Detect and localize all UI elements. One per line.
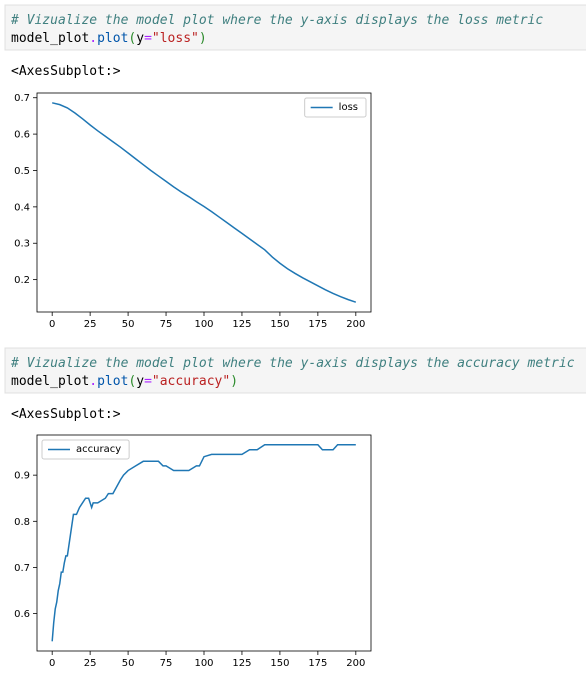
legend-box [304,97,367,118]
y-tick-label: 0.3 [14,239,30,250]
code-token: plot [97,374,128,389]
x-tick-label: 25 [84,319,97,330]
code-token: model_plot [11,31,89,46]
x-tick-label: 0 [49,319,55,330]
y-tick-label: 0.5 [14,166,30,177]
legend: accuracy [41,439,130,460]
code-token: ) [230,374,238,389]
code-cell [4,4,586,51]
code-token: . [89,374,97,389]
x-tick-label: 150 [270,658,289,669]
code-comment: # Vizualize the model plot where the y-a… [10,356,575,371]
line-series [52,102,357,303]
y-tick-label: 0.6 [14,609,30,620]
cell-output: <AxesSubplot:> [11,407,121,422]
code-token: ) [199,31,207,46]
code-token: ( [128,31,136,46]
x-tick-label: 200 [346,658,365,669]
code-cell [4,347,586,394]
x-tick-label: 75 [160,658,173,669]
x-tick-label: 0 [49,658,55,669]
code-token: model_plot [11,374,89,389]
y-tick-label: 0.8 [14,517,30,528]
y-tick-label: 0.7 [14,563,30,574]
x-tick-label: 150 [270,319,289,330]
x-tick-label: 50 [122,319,135,330]
x-tick-label: 100 [194,319,213,330]
y-tick-label: 0.6 [14,130,30,141]
code-comment: # Vizualize the model plot where the y-a… [10,13,543,28]
x-tick-label: 100 [194,658,213,669]
legend-box [41,439,130,460]
plot-area [36,434,372,652]
x-tick-label: 175 [308,658,327,669]
x-tick-label: 50 [122,658,135,669]
legend-label: loss [339,102,358,113]
code-token: = [144,374,152,389]
y-tick-label: 0.2 [14,275,30,286]
legend: loss [304,97,367,118]
cell-output: <AxesSubplot:> [11,64,121,79]
legend-label: accuracy [76,444,121,455]
y-tick-label: 0.4 [14,202,30,213]
code-token: y [136,374,144,389]
code-token: . [89,31,97,46]
y-tick-label: 0.9 [14,471,30,482]
x-tick-label: 200 [346,319,365,330]
x-tick-label: 125 [232,319,251,330]
code-line: model_plot.plot(y="accuracy") [11,374,238,389]
code-token: y [136,31,144,46]
x-tick-label: 25 [84,658,97,669]
line-series [51,443,356,642]
y-tick-label: 0.7 [14,93,30,104]
x-tick-label: 175 [308,319,327,330]
x-tick-label: 125 [232,658,251,669]
code-token: ( [128,374,136,389]
code-token: = [144,31,152,46]
plot-area [36,92,372,313]
code-token: plot [97,31,128,46]
code-token: "loss" [152,31,199,46]
code-token: "accuracy" [152,374,230,389]
x-tick-label: 75 [160,319,173,330]
code-line: model_plot.plot(y="loss") [11,31,207,46]
